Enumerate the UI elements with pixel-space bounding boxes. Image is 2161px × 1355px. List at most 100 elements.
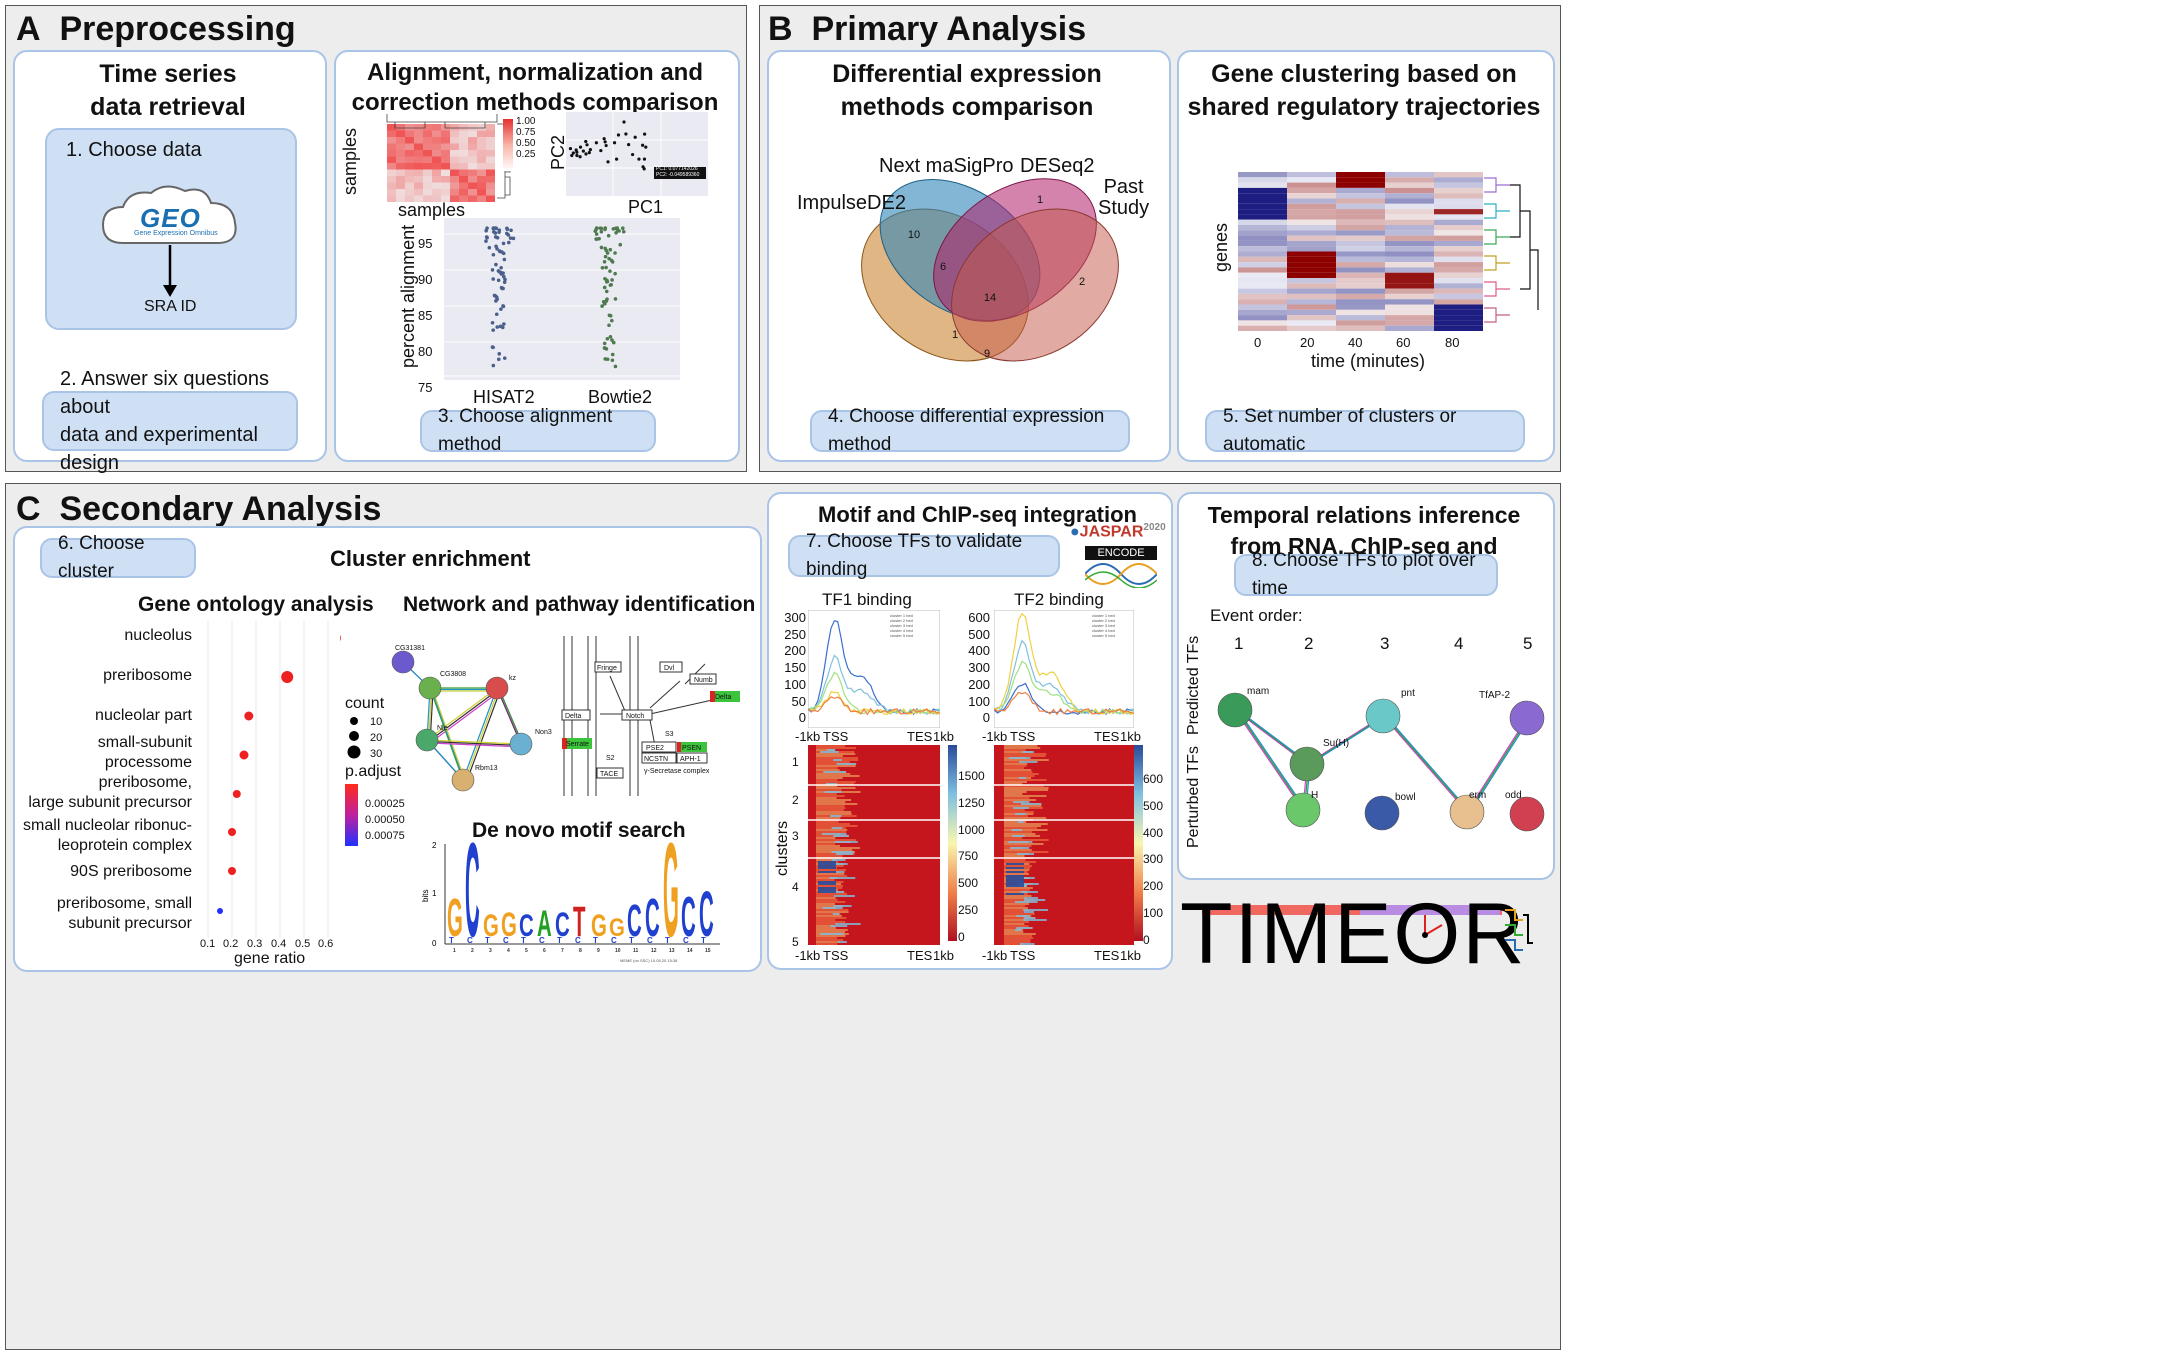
dendrogram-branch <box>1510 184 1539 310</box>
alignment-point <box>494 262 498 267</box>
binding-streak <box>1004 805 1042 807</box>
heatmap-cell <box>432 156 441 163</box>
pathway-numb: Numb <box>694 677 713 684</box>
binding-streak <box>1004 815 1028 817</box>
binding-streak <box>1006 871 1024 873</box>
pathway-psen: PSEN <box>682 745 701 752</box>
temporal-edge <box>1234 709 1304 811</box>
binding-streak <box>1004 829 1048 831</box>
answer-questions-button[interactable]: 2. Answer six questions about data and ex… <box>42 368 298 474</box>
binding-streak <box>1004 903 1029 905</box>
binding-streak <box>1006 877 1024 879</box>
cluster-heat-cell <box>1385 256 1434 263</box>
binding-streak <box>1016 853 1035 855</box>
cluster-heat-cell <box>1385 320 1434 326</box>
alignment-point <box>490 320 495 325</box>
alignment-point <box>491 328 495 332</box>
binding-streak <box>816 919 836 921</box>
binding-streak <box>1004 831 1033 833</box>
venn-count-6: 6 <box>940 261 946 273</box>
heatmap-cell <box>414 150 423 157</box>
heatmap-cell <box>414 195 423 202</box>
heatmap-cell <box>396 124 405 131</box>
binding-streak <box>1004 779 1047 781</box>
alignment-point <box>602 341 607 346</box>
cluster-heat-cell <box>1336 240 1385 247</box>
binding-streak <box>1004 821 1027 823</box>
binding-streak <box>1006 885 1024 887</box>
binding-streak <box>1004 793 1023 795</box>
binding-streak <box>1004 851 1049 853</box>
binding-streak <box>1018 777 1026 779</box>
choose-cluster-button[interactable]: 6. Choose cluster <box>40 533 196 582</box>
cluster-heat-cell <box>1434 172 1483 178</box>
binding-streak <box>1016 927 1033 929</box>
pca-point <box>599 148 603 153</box>
alignment-point <box>605 336 610 341</box>
choose-diffexp-button[interactable]: 4. Choose differential expression method <box>810 406 1130 455</box>
choose-alignment-button[interactable]: 3. Choose alignment method <box>420 406 656 455</box>
temporal-node <box>1449 794 1485 830</box>
go-term-dot <box>232 790 241 798</box>
cluster-heat-cell <box>1385 235 1434 241</box>
binding-streak <box>816 845 841 847</box>
tf2-colorbar <box>1134 745 1143 941</box>
binding-streak <box>819 751 839 753</box>
network-edge <box>432 690 467 784</box>
binding-streak <box>816 923 837 925</box>
cluster-heat-cell <box>1238 309 1287 316</box>
go-term-dot <box>228 867 236 875</box>
pca-point <box>631 152 635 157</box>
alignment-point <box>600 304 604 308</box>
binding-streak <box>816 855 843 857</box>
choose-tfs-binding-button[interactable]: 7. Choose TFs to validate binding <box>788 531 1060 580</box>
binding-streak <box>1004 765 1027 767</box>
cluster-heat-cell <box>1385 187 1434 194</box>
binding-streak <box>1004 899 1034 901</box>
cluster-heat-cell <box>1434 309 1483 316</box>
temporal-node <box>1509 700 1545 736</box>
motif-letter: C <box>645 887 660 948</box>
cluster-xlabel: time (minutes) <box>1311 351 1426 371</box>
network-node-label: Rbm13 <box>475 765 498 772</box>
temporal-edge <box>1466 717 1528 813</box>
heatmap-scale: 1.00 0.75 0.50 0.25 <box>516 116 536 160</box>
cluster-heat-cell <box>1238 251 1287 257</box>
pca-point <box>570 153 574 158</box>
tf2-yticks: 600 500 400 300 200 100 0 <box>968 610 990 726</box>
set-clusters-button[interactable]: 5. Set number of clusters or automatic <box>1205 406 1525 455</box>
binding-streak <box>1022 751 1035 753</box>
heatmap-cell <box>441 182 450 189</box>
alignment-point <box>603 254 608 259</box>
motif-position: 5 <box>525 948 528 954</box>
binding-streak <box>1017 821 1024 823</box>
choose-tfs-plot-button[interactable]: 8. Choose TFs to plot over time <box>1234 550 1498 599</box>
binding-streak <box>1014 901 1038 903</box>
heatmap-cell <box>432 124 441 131</box>
cluster-heat-cell <box>1287 230 1336 236</box>
go-term-dot <box>281 671 294 683</box>
cluster-heat-cell <box>1434 299 1483 305</box>
alignment-point <box>603 227 607 232</box>
binding-streak <box>1004 941 1031 943</box>
alignment-point <box>618 242 623 247</box>
network-node <box>485 676 509 700</box>
heatmap-cell <box>423 176 432 183</box>
geo-cloud-icon <box>101 185 237 297</box>
venn-count-past: 2 <box>1079 276 1085 288</box>
binding-streak <box>816 943 838 945</box>
motif-subletter: T <box>521 936 526 945</box>
enrichment-title: Cluster enrichment <box>330 546 531 571</box>
cluster-heat-cell <box>1336 309 1385 316</box>
cluster-heat-cell <box>1385 272 1434 278</box>
heatmap-cell <box>450 124 459 131</box>
cluster-heat-cell <box>1336 214 1385 220</box>
motif-letter: G <box>609 913 625 942</box>
alignment-point <box>496 278 501 283</box>
diffexp-title: Differential expression methods compariso… <box>832 60 1102 121</box>
binding-streak <box>816 807 846 809</box>
heatmap-cell <box>396 182 405 189</box>
strip-ylabel: percent alignment <box>398 224 418 368</box>
binding-streak <box>1004 827 1038 829</box>
heatmap-cell <box>486 124 495 131</box>
